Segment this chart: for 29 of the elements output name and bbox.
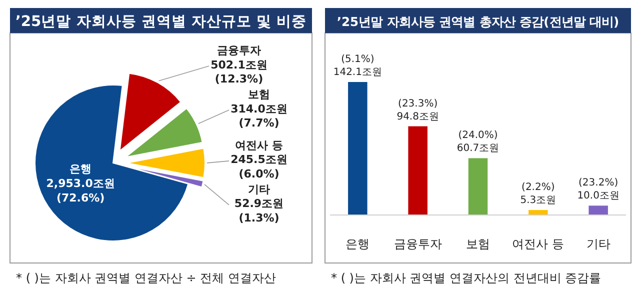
bar: [468, 158, 488, 215]
data-label: (23.3%) 94.8조원: [396, 98, 439, 122]
x-tick-label: 여전사 등: [512, 237, 564, 251]
slice-label: 금융투자: [217, 44, 261, 57]
chart-title: ’25년말 자회사등 권역별 자산규모 및 비중: [15, 13, 307, 30]
slice-label: 보험: [248, 88, 270, 101]
bar: [348, 82, 368, 215]
data-label: 52.9조원 (1.3%): [234, 197, 284, 225]
slice-label: 기타: [248, 182, 270, 196]
data-label: 245.5조원 (6.0%): [230, 153, 288, 181]
x-tick-label: 은행: [346, 237, 370, 251]
slice-label: 여전사 등: [235, 138, 283, 152]
x-tick-label: 금융투자: [394, 237, 442, 251]
chart-title: ’25년말 자회사등 권역별 총자산 증감(전년말 대비): [336, 15, 620, 29]
data-label: 502.1조원 (12.3%): [210, 58, 268, 86]
data-label: (5.1%) 142.1조원: [333, 54, 382, 78]
slice-label: 은행: [70, 162, 92, 176]
data-label: (23.2%) 10.0조원: [577, 178, 620, 202]
bar: [528, 210, 548, 215]
text: * ( )는 자회사 권역별 연결자산의 전년대비 증감률: [331, 271, 602, 285]
data-label: 2,953.0조원 (72.6%): [46, 177, 115, 204]
x-tick-label: 보험: [466, 237, 490, 251]
data-label: (2.2%) 5.3조원: [520, 182, 556, 206]
bar: [588, 206, 608, 215]
text: * ( )는 자회사 권역별 연결자산 ÷ 전체 연결자산: [16, 271, 276, 285]
bar: [408, 126, 428, 215]
data-label: 314.0조원 (7.7%): [230, 102, 288, 130]
x-tick-label: 기타: [586, 237, 610, 251]
data-label: (24.0%) 60.7조원: [456, 130, 500, 154]
